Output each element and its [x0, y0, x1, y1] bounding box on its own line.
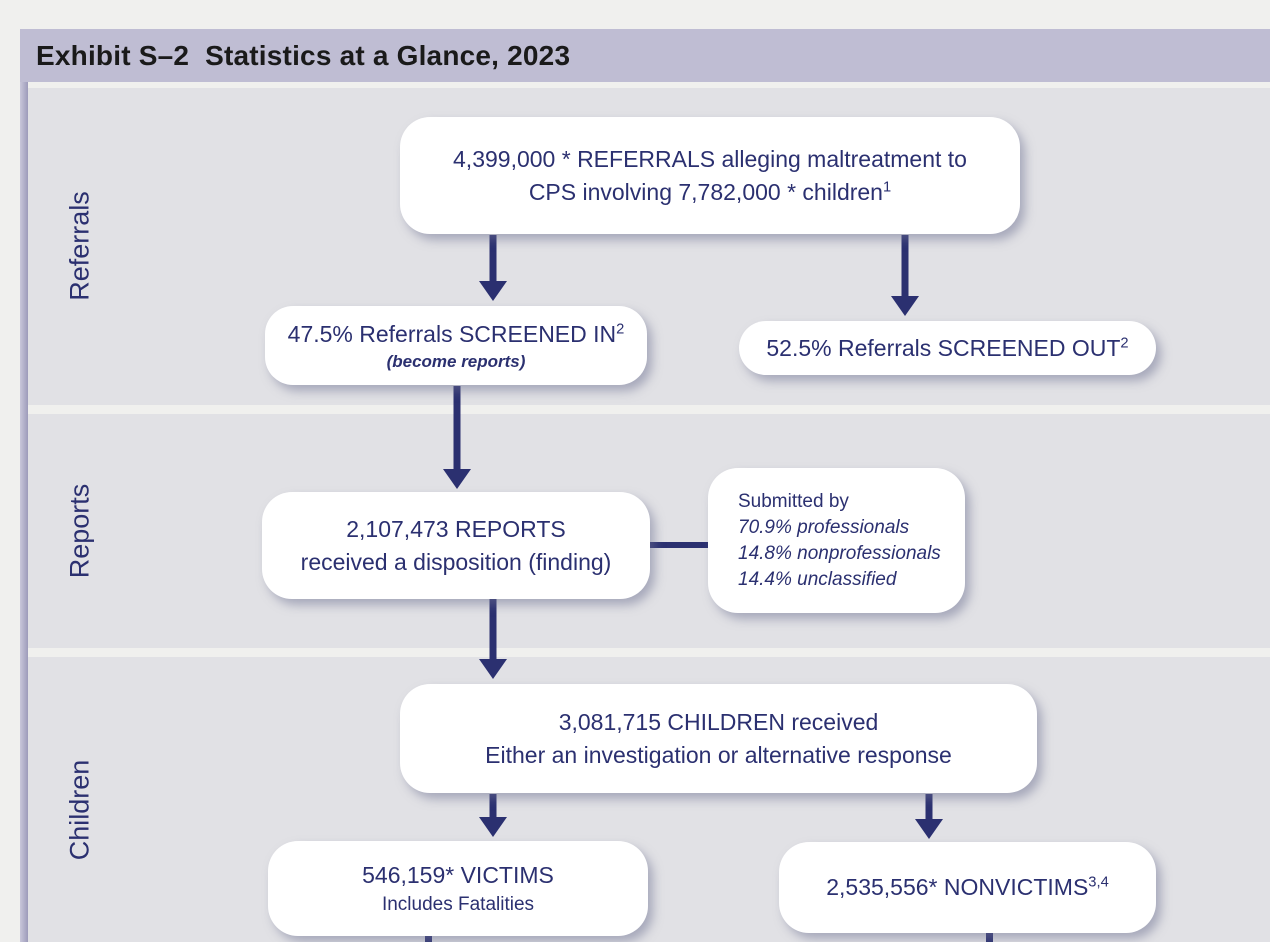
down-arrow-children-to-victims [479, 794, 507, 837]
section-label-referrals: Referrals [64, 191, 95, 301]
screened-in-line1: 47.5% Referrals SCREENED IN2 [287, 321, 625, 347]
down-arrow-children-to-nonvictims [915, 794, 943, 839]
submitted-by-item: 14.4% unclassified [738, 568, 897, 590]
submitted-by-heading: Submitted by [738, 490, 849, 512]
footnote-superscript: 1 [882, 178, 892, 195]
arrow-stem [453, 386, 461, 470]
connector-stub-below-nonvictims [986, 931, 993, 942]
arrow-head [443, 469, 471, 489]
victims-line1: 546,159* VICTIMS [362, 862, 554, 888]
arrow-head [479, 659, 507, 679]
submitted-by-item: 14.8% nonprofessionals [738, 542, 941, 564]
flow-box-screened-out: 52.5% Referrals SCREENED OUT2 [739, 321, 1156, 375]
flow-box-victims: 546,159* VICTIMS Includes Fatalities [268, 841, 648, 936]
arrow-head [479, 281, 507, 301]
flow-box-nonvictims: 2,535,556* NONVICTIMS3,4 [779, 842, 1156, 933]
connector-stub-below-victims [425, 934, 432, 942]
arrow-head [479, 817, 507, 837]
children-line2: Either an investigation or alternative r… [485, 741, 952, 768]
footnote-superscript: 2 [616, 321, 625, 338]
arrow-head [915, 819, 943, 839]
down-arrow-reports-to-children [479, 599, 507, 679]
screened-in-note: (become reports) [386, 352, 526, 371]
section-label-reports: Reports [64, 483, 95, 579]
flow-box-reports: 2,107,473 REPORTS received a disposition… [262, 492, 650, 599]
flow-box-screened-in: 47.5% Referrals SCREENED IN2 (become rep… [265, 306, 647, 385]
reports-line1: 2,107,473 REPORTS [346, 515, 566, 542]
page-title: Exhibit S–2 Statistics at a Glance, 2023 [36, 39, 571, 71]
nonvictims-text: 2,535,556* NONVICTIMS3,4 [826, 874, 1109, 900]
arrow-stem [489, 599, 497, 660]
arrow-stem [489, 794, 497, 818]
children-line1: 3,081,715 CHILDREN received [558, 708, 879, 735]
flow-box-referrals-total: 4,399,000 * REFERRALS alleging maltreatm… [400, 117, 1020, 234]
arrow-stem [489, 235, 497, 282]
footnote-superscript: 3,4 [1088, 874, 1109, 891]
arrow-stem [901, 235, 909, 297]
flow-box-submitted-by: Submitted by 70.9% professionals 14.8% n… [708, 468, 965, 613]
footnote-superscript: 2 [1120, 334, 1129, 351]
left-accent-strip [20, 82, 28, 942]
screened-out-text: 52.5% Referrals SCREENED OUT2 [766, 334, 1129, 361]
arrow-head [891, 296, 919, 316]
victims-line2: Includes Fatalities [381, 894, 535, 915]
flow-box-children: 3,081,715 CHILDREN received Either an in… [400, 684, 1037, 793]
down-arrow-referrals-to-screened-in [479, 235, 507, 301]
down-arrow-referrals-to-screened-out [891, 235, 919, 316]
arrow-stem [925, 794, 933, 820]
referrals-total-line2: CPS involving 7,782,000 * children1 [528, 178, 892, 205]
referrals-total-line1: 4,399,000 * REFERRALS alleging maltreatm… [453, 145, 967, 172]
down-arrow-screened-in-to-reports [443, 386, 471, 489]
exhibit-title-bar: Exhibit S–2 Statistics at a Glance, 2023 [20, 29, 1270, 82]
connector-reports-to-submitted-by [648, 542, 710, 548]
reports-line2: received a disposition (finding) [300, 548, 612, 575]
section-label-children: Children [64, 759, 95, 861]
submitted-by-item: 70.9% professionals [738, 516, 910, 538]
